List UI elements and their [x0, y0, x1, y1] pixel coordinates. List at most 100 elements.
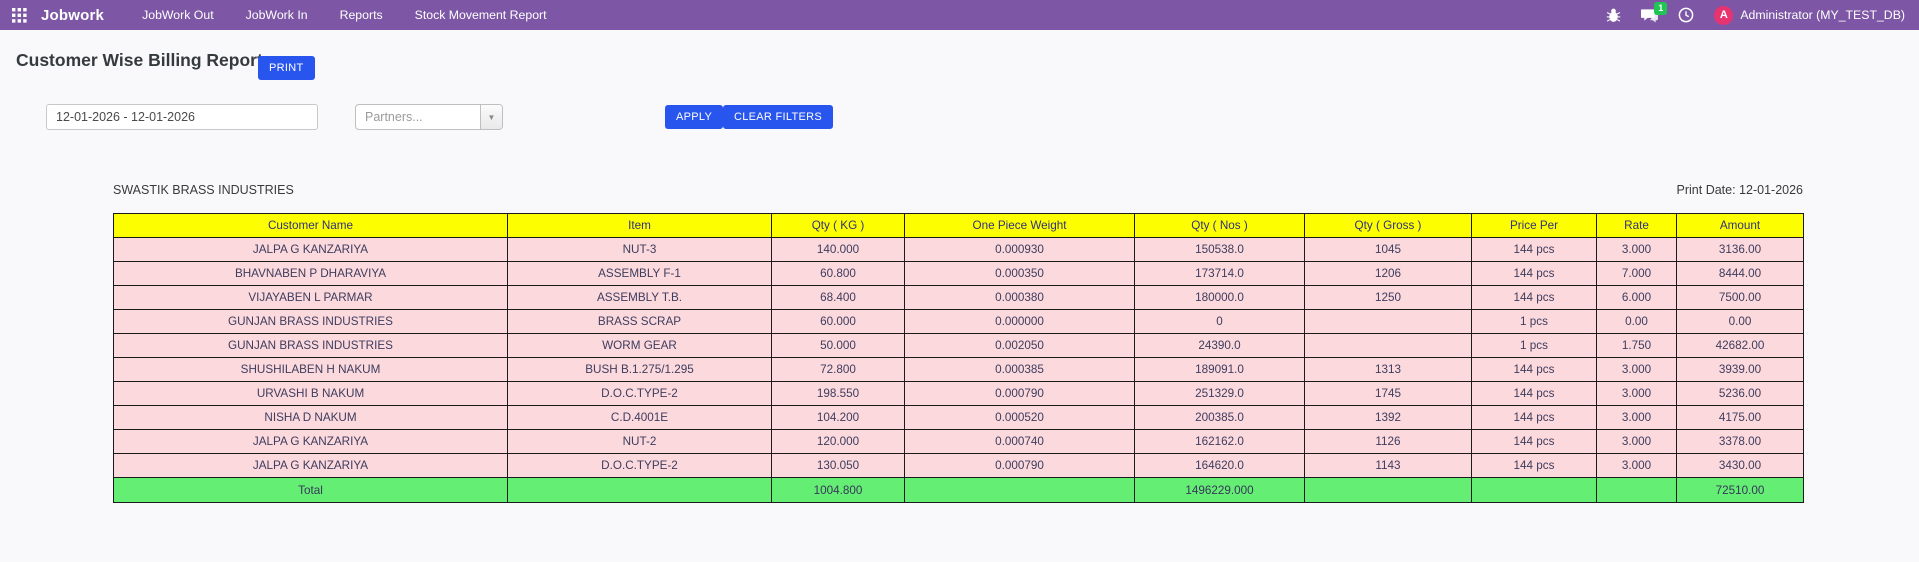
table-row: JALPA G KANZARIYA NUT-2 120.000 0.000740 162… — [113, 429, 1804, 454]
table-cell: 1250 — [1304, 285, 1472, 310]
table-row: URVASHI B NAKUM D.O.C.TYPE-2 198.550 0.0007… — [113, 381, 1804, 406]
table-cell: BUSH B.1.275/1.295 — [507, 357, 772, 382]
table-cell: 3.000 — [1596, 381, 1677, 406]
table-cell: 7.000 — [1596, 261, 1677, 286]
table-cell: 0.000740 — [904, 429, 1135, 454]
table-cell: 0.00 — [1596, 309, 1677, 334]
activities-clock-icon[interactable] — [1678, 7, 1694, 23]
column-header: Amount — [1676, 213, 1804, 238]
column-header: Item — [507, 213, 772, 238]
table-row: VIJAYABEN L PARMAR ASSEMBLY T.B. 68.400 0.0… — [113, 285, 1804, 310]
table-cell: VIJAYABEN L PARMAR — [113, 285, 508, 310]
table-row: JALPA G KANZARIYA D.O.C.TYPE-2 130.050 0.00… — [113, 453, 1804, 478]
table-cell: JALPA G KANZARIYA — [113, 429, 508, 454]
table-cell: 60.800 — [771, 261, 905, 286]
table-cell: NUT-3 — [507, 237, 772, 262]
user-avatar[interactable]: A — [1714, 5, 1734, 25]
table-cell: 1.750 — [1596, 333, 1677, 358]
table-cell: 3.000 — [1596, 237, 1677, 262]
table-cell: 0.000930 — [904, 237, 1135, 262]
table-cell: 4175.00 — [1676, 405, 1804, 430]
table-cell: 0.000520 — [904, 405, 1135, 430]
total-cell — [507, 477, 772, 503]
table-cell: 68.400 — [771, 285, 905, 310]
table-cell: 1745 — [1304, 381, 1472, 406]
total-cell: 1496229.000 — [1134, 477, 1305, 503]
chevron-down-icon[interactable]: ▼ — [480, 105, 502, 129]
table-cell: 0.002050 — [904, 333, 1135, 358]
apply-button[interactable]: APPLY — [665, 105, 724, 129]
table-cell: D.O.C.TYPE-2 — [507, 453, 772, 478]
table-cell: 144 pcs — [1471, 405, 1597, 430]
column-header: Customer Name — [113, 213, 508, 238]
column-header: Rate — [1596, 213, 1677, 238]
table-cell: 140.000 — [771, 237, 905, 262]
table-cell: 144 pcs — [1471, 381, 1597, 406]
table-cell: 144 pcs — [1471, 261, 1597, 286]
table-cell: 198.550 — [771, 381, 905, 406]
apps-grid-icon[interactable] — [12, 7, 27, 23]
table-cell: 144 pcs — [1471, 357, 1597, 382]
table-cell: 7500.00 — [1676, 285, 1804, 310]
table-cell: 1126 — [1304, 429, 1472, 454]
table-cell: 0 — [1134, 309, 1305, 334]
column-header: Price Per — [1471, 213, 1597, 238]
table-cell: 144 pcs — [1471, 429, 1597, 454]
table-cell: 8444.00 — [1676, 261, 1804, 286]
table-cell: JALPA G KANZARIYA — [113, 453, 508, 478]
user-menu[interactable]: Administrator (MY_TEST_DB) — [1740, 8, 1905, 22]
table-cell: 0.000350 — [904, 261, 1135, 286]
table-cell: 180000.0 — [1134, 285, 1305, 310]
table-header-row: Customer Name Item Qty ( KG ) One Piece Wei… — [113, 213, 1804, 238]
nav-item-stock-movement-report[interactable]: Stock Movement Report — [414, 8, 547, 22]
table-cell: 0.000000 — [904, 309, 1135, 334]
table-cell: 50.000 — [771, 333, 905, 358]
nav-item-reports[interactable]: Reports — [339, 8, 383, 22]
table-cell: BRASS SCRAP — [507, 309, 772, 334]
table-cell: SHUSHILABEN H NAKUM — [113, 357, 508, 382]
table-cell: 3430.00 — [1676, 453, 1804, 478]
table-cell: BHAVNABEN P DHARAVIYA — [113, 261, 508, 286]
column-header: Qty ( Nos ) — [1134, 213, 1305, 238]
table-cell: 162162.0 — [1134, 429, 1305, 454]
table-cell: 3.000 — [1596, 405, 1677, 430]
messages-icon[interactable]: 1 — [1641, 1, 1668, 23]
total-cell — [1471, 477, 1597, 503]
column-header: Qty ( KG ) — [771, 213, 905, 238]
app-brand[interactable]: Jobwork — [41, 6, 105, 24]
table-cell: 5236.00 — [1676, 381, 1804, 406]
page-title: Customer Wise Billing Report — [16, 50, 263, 70]
table-cell: 150538.0 — [1134, 237, 1305, 262]
table-cell: 0.000790 — [904, 381, 1135, 406]
table-cell: JALPA G KANZARIYA — [113, 237, 508, 262]
table-cell: 1045 — [1304, 237, 1472, 262]
messages-count-badge: 1 — [1654, 1, 1668, 15]
table-cell: 3378.00 — [1676, 429, 1804, 454]
table-cell: 130.050 — [771, 453, 905, 478]
table-cell: 1 pcs — [1471, 309, 1597, 334]
column-header: One Piece Weight — [904, 213, 1135, 238]
table-cell: 144 pcs — [1471, 453, 1597, 478]
print-button[interactable]: PRINT — [258, 56, 315, 80]
clear-filters-button[interactable]: CLEAR FILTERS — [723, 105, 834, 129]
table-cell — [1304, 333, 1472, 358]
date-range-input[interactable] — [46, 104, 318, 130]
table-cell: 173714.0 — [1134, 261, 1305, 286]
table-row: GUNJAN BRASS INDUSTRIES WORM GEAR 50.000 0.… — [113, 333, 1804, 358]
nav-item-jobwork-in[interactable]: JobWork In — [245, 8, 308, 22]
table-cell: 1143 — [1304, 453, 1472, 478]
table-cell: 6.000 — [1596, 285, 1677, 310]
table-cell: 24390.0 — [1134, 333, 1305, 358]
table-cell: C.D.4001E — [507, 405, 772, 430]
nav-item-jobwork-out[interactable]: JobWork Out — [142, 8, 214, 22]
debug-bug-icon[interactable] — [1606, 8, 1621, 23]
table-cell: 1 pcs — [1471, 333, 1597, 358]
table-cell: 0.000380 — [904, 285, 1135, 310]
table-row: SHUSHILABEN H NAKUM BUSH B.1.275/1.295 72.… — [113, 357, 1804, 382]
table-cell: 42682.00 — [1676, 333, 1804, 358]
total-cell — [1596, 477, 1677, 503]
table-cell: ASSEMBLY T.B. — [507, 285, 772, 310]
partners-select[interactable]: Partners... ▼ — [355, 104, 503, 130]
table-cell: 104.200 — [771, 405, 905, 430]
table-cell: 120.000 — [771, 429, 905, 454]
